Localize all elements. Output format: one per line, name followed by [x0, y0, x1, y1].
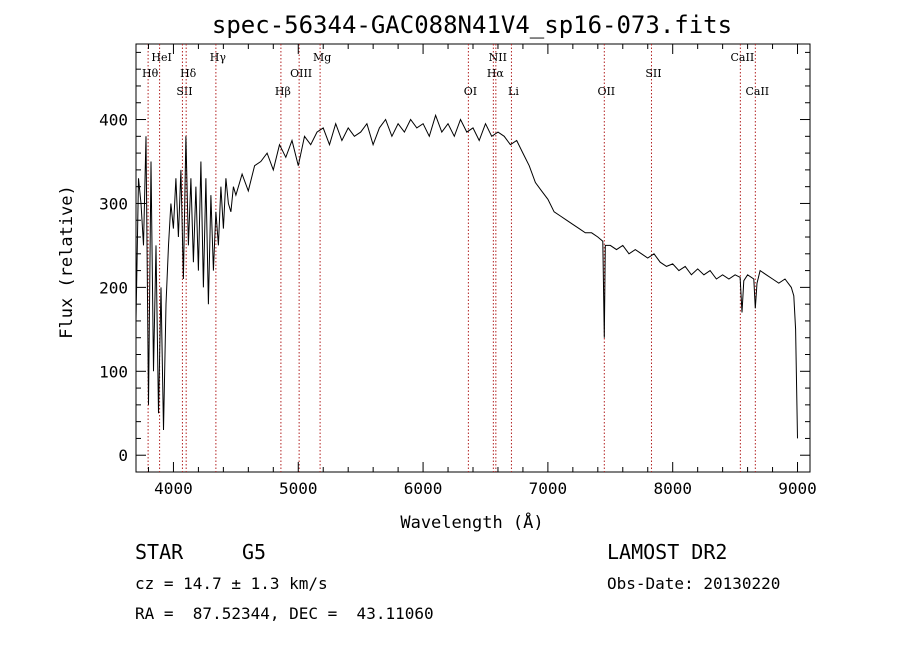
y-tick-label: 400: [99, 111, 128, 130]
y-tick-label: 0: [118, 446, 128, 465]
y-tick-label: 200: [99, 278, 128, 297]
spectral-line-label: SII: [176, 85, 192, 98]
y-tick-label: 100: [99, 362, 128, 381]
spectral-line-label: CaII: [731, 51, 755, 64]
x-tick-label: 6000: [404, 479, 443, 498]
x-tick-label: 8000: [653, 479, 692, 498]
x-tick-label: 5000: [279, 479, 318, 498]
spectrum-line: [135, 113, 798, 439]
redshift-info: cz = 14.7 ± 1.3 km/s: [135, 574, 328, 593]
coordinates: RA = 87.52344, DEC = 43.11060: [135, 604, 434, 623]
spectral-line-label: Mg: [313, 51, 331, 64]
x-tick-label: 4000: [154, 479, 193, 498]
x-axis-label: Wavelength (Å): [400, 511, 543, 533]
spectral-line-label: OIII: [290, 67, 312, 80]
observation-date: Obs-Date: 20130220: [607, 574, 781, 593]
spectral-line-label: CaII: [745, 85, 769, 98]
object-class: STAR: [135, 540, 184, 564]
spectral-line-label: Hθ: [142, 67, 159, 80]
spectral-line-label: NII: [489, 51, 507, 64]
spectral-line-label: OII: [597, 85, 615, 98]
y-tick-label: 300: [99, 194, 128, 213]
chart-title: spec-56344-GAC088N41V4_sp16-073.fits: [212, 11, 732, 39]
y-axis-label: Flux (relative): [57, 185, 77, 339]
spectral-line-markers: HθHeISIIHδHγHβOIIIMgOIHαNIILiOIISIICaIIC…: [142, 44, 769, 472]
spectral-line-label: SII: [645, 67, 661, 80]
x-tick-label: 9000: [778, 479, 817, 498]
spectral-line-label: Hγ: [210, 51, 227, 64]
spectral-line-label: Li: [508, 85, 519, 98]
object-subclass: G5: [242, 540, 267, 564]
spectral-line-label: HeI: [151, 51, 171, 64]
spectral-line-label: Hβ: [275, 85, 291, 98]
plot-frame: [135, 43, 811, 473]
spectral-line-label: Hδ: [180, 67, 197, 80]
spectral-line-label: OI: [464, 85, 477, 98]
axis-ticks: 4000 5000 6000 7000 8000 9000 0 100 200 300 400: [99, 44, 817, 498]
x-tick-label: 7000: [529, 479, 568, 498]
survey-name: LAMOST DR2: [607, 540, 728, 564]
